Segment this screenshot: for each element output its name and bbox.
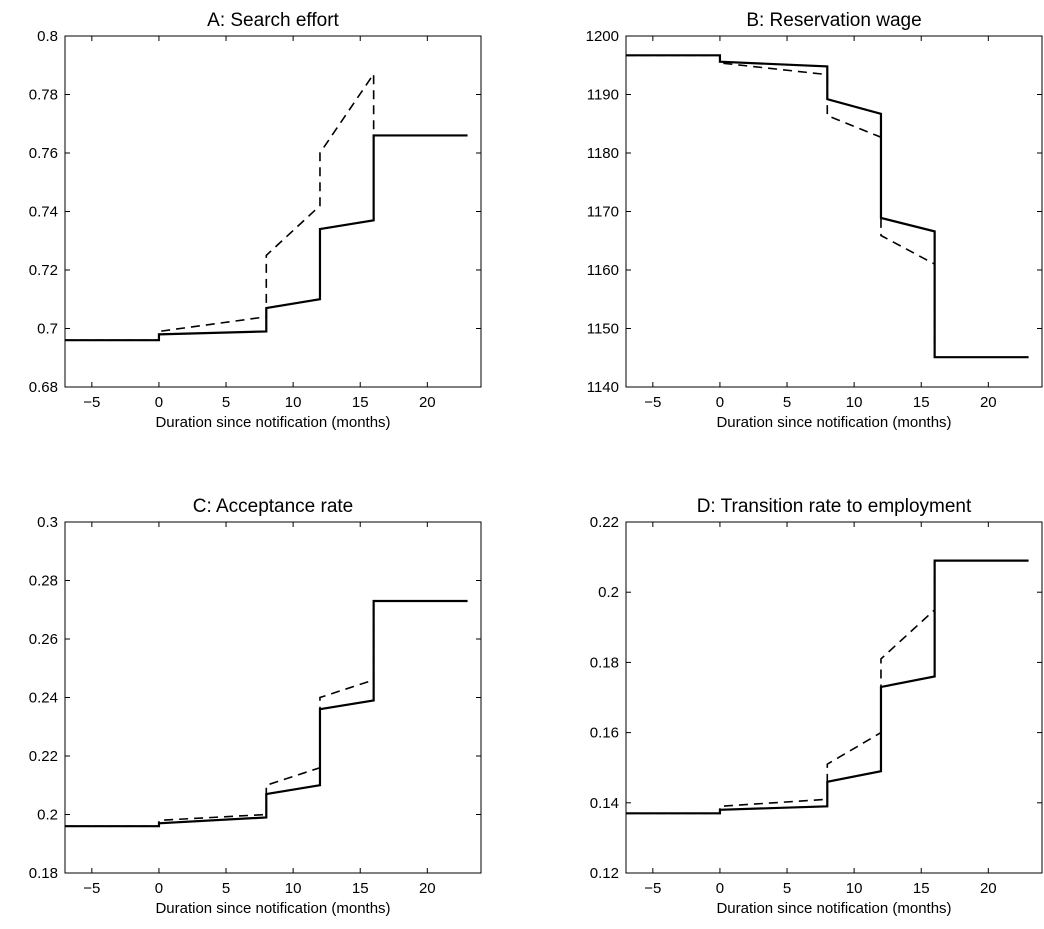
y-tick-label: 0.16 — [590, 725, 619, 742]
x-axis-label: Duration since notification (months) — [155, 900, 390, 917]
y-tick-label: 1160 — [587, 262, 619, 279]
series-line-dashed — [626, 560, 936, 815]
x-tick-label: −5 — [83, 880, 100, 897]
y-tick-label: 0.22 — [29, 748, 58, 765]
panel-d-transition-rate: −5 0 5 10 15 20 0.12 0.14 0.16 0.18 0.2 0.22 D: Tran… — [590, 496, 1043, 917]
x-axis-label: Duration since notification (months) — [716, 414, 951, 431]
x-tick-label: 10 — [285, 880, 302, 897]
y-tick-label: 0.2 — [37, 807, 58, 824]
y-tick-label: 0.14 — [590, 795, 619, 812]
x-tick-label: 10 — [285, 394, 302, 411]
panel-title: B: Reservation wage — [746, 10, 921, 31]
y-tick-label: 0.18 — [29, 865, 58, 882]
y-tick-label: 0.12 — [590, 865, 619, 882]
y-tick-label: 0.8 — [37, 28, 58, 45]
series-line-dashed — [626, 54, 936, 358]
y-tick-label: 1200 — [586, 28, 619, 45]
x-tick-label: −5 — [83, 394, 100, 411]
y-tick-label: 0.68 — [29, 379, 58, 396]
x-tick-label: 15 — [913, 394, 930, 411]
y-tick-label: 0.24 — [29, 690, 58, 707]
x-axis-label: Duration since notification (months) — [155, 414, 390, 431]
x-tick-label: 0 — [155, 394, 163, 411]
y-tick-label: 1150 — [587, 321, 619, 338]
x-tick-label: 10 — [846, 880, 863, 897]
y-tick-label: 1170 — [587, 204, 619, 221]
x-tick-label: 10 — [846, 394, 863, 411]
x-tick-label: 0 — [716, 880, 724, 897]
panel-b-reservation-wage: −5 0 5 10 15 20 1140 1150 1160 1170 1180 1190 1200 B:… — [586, 10, 1043, 431]
panel-c-acceptance-rate: −5 0 5 10 15 20 0.18 0.2 0.22 0.24 0.26 0.28 0.3 C: A… — [29, 496, 482, 917]
x-tick-label: 20 — [980, 880, 997, 897]
y-tick-label: 0.78 — [29, 87, 58, 104]
x-tick-label: 5 — [783, 394, 791, 411]
panel-title: A: Search effort — [207, 10, 339, 31]
x-tick-label: −5 — [644, 394, 661, 411]
x-tick-label: 15 — [913, 880, 930, 897]
x-tick-label: 15 — [352, 880, 369, 897]
y-tick-label: 0.26 — [29, 631, 58, 648]
x-tick-label: −5 — [644, 880, 661, 897]
y-tick-label: 0.7 — [37, 321, 58, 338]
axes-frame — [64, 521, 482, 874]
panel-title: D: Transition rate to employment — [697, 496, 972, 517]
series-line-dashed — [65, 71, 375, 342]
y-tick-label: 1180 — [587, 145, 619, 162]
y-tick-label: 0.2 — [598, 584, 619, 601]
axes-frame — [64, 35, 482, 388]
x-tick-label: 0 — [155, 880, 163, 897]
series-line-dashed — [65, 600, 375, 828]
y-tick-label: 0.22 — [590, 514, 619, 531]
y-tick-label: 0.3 — [37, 514, 58, 531]
y-tick-label: 1140 — [587, 379, 619, 396]
x-tick-label: 15 — [352, 394, 369, 411]
x-tick-label: 5 — [222, 394, 230, 411]
x-tick-label: 20 — [980, 394, 997, 411]
panel-a-search-effort: −5 0 5 10 15 20 0.68 0.7 0.72 0.74 0.76 0.78 0.8 A: S… — [29, 10, 482, 431]
x-tick-label: 5 — [783, 880, 791, 897]
y-tick-label: 0.18 — [590, 654, 619, 671]
y-tick-label: 1190 — [587, 87, 619, 104]
x-tick-label: 20 — [419, 394, 436, 411]
x-tick-label: 0 — [716, 394, 724, 411]
y-tick-label: 0.76 — [29, 145, 58, 162]
x-axis-label: Duration since notification (months) — [716, 900, 951, 917]
y-tick-label: 0.72 — [29, 262, 58, 279]
x-tick-label: 5 — [222, 880, 230, 897]
axes-frame — [625, 35, 1043, 388]
axes-frame — [625, 521, 1043, 874]
y-tick-label: 0.74 — [29, 204, 58, 221]
panel-title: C: Acceptance rate — [193, 496, 354, 517]
x-tick-label: 20 — [419, 880, 436, 897]
y-tick-label: 0.28 — [29, 573, 58, 590]
